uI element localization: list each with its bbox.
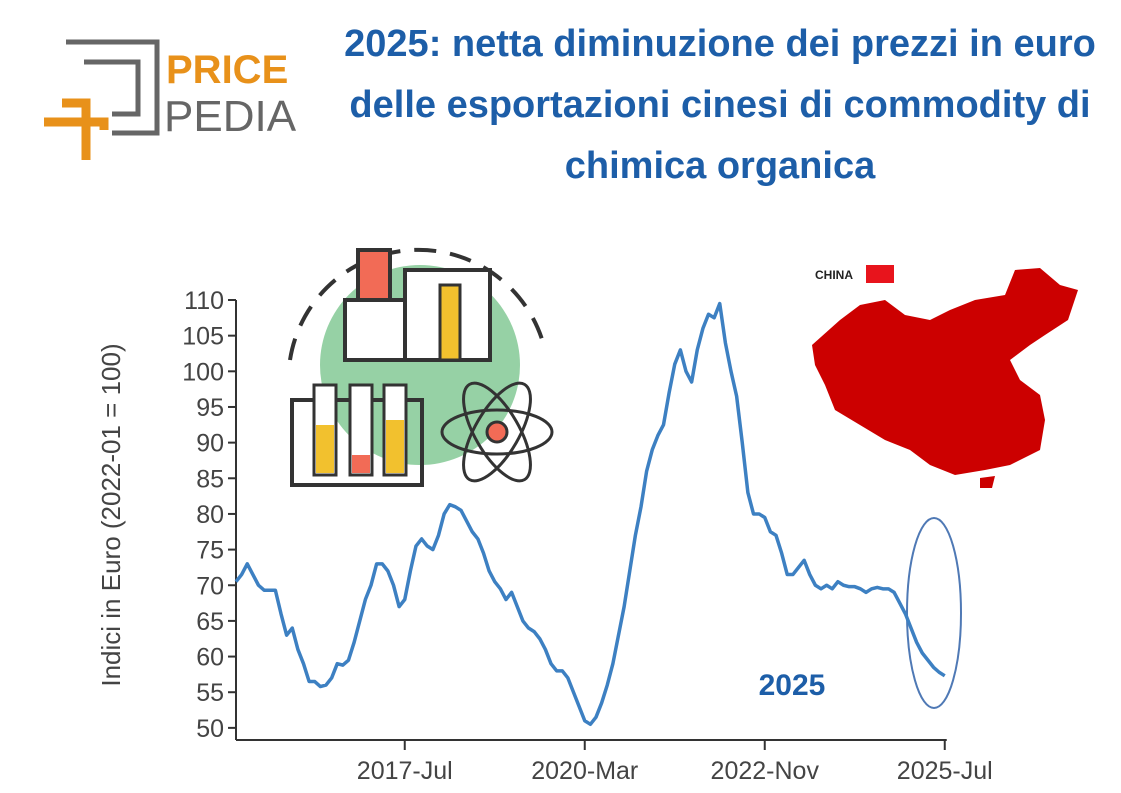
x-tick-label: 2022-Nov bbox=[711, 757, 820, 785]
logo-text: PRICE bbox=[166, 48, 288, 92]
x-tick-label: 2017-Jul bbox=[357, 757, 453, 785]
map-label: CHINA bbox=[815, 268, 853, 282]
x-tick-label: 2020-Mar bbox=[531, 757, 638, 785]
highlight-ellipse bbox=[906, 517, 962, 709]
y-tick-label: 60 bbox=[196, 644, 224, 672]
y-tick-label: 80 bbox=[196, 501, 224, 529]
logo-text: PEDIA bbox=[164, 92, 297, 141]
y-tick-label: 55 bbox=[196, 679, 224, 707]
line bbox=[234, 301, 946, 727]
y-tick-label: 90 bbox=[196, 430, 224, 458]
illustration bbox=[288, 247, 554, 487]
y-tick-label: 105 bbox=[182, 323, 224, 351]
map: CHINA bbox=[812, 265, 1078, 488]
logo: PRICE PEDIA bbox=[44, 39, 297, 160]
y-tick-label: 95 bbox=[196, 394, 224, 422]
y-tick-label: 100 bbox=[182, 358, 224, 386]
annotation: 2025 bbox=[759, 669, 826, 702]
y-tick-label: 65 bbox=[196, 608, 224, 636]
chart-title: 2025: netta diminuzione dei prezzi in eu… bbox=[344, 23, 1096, 187]
y-tick-label: 110 bbox=[184, 287, 224, 315]
y-axis-label: Indici in Euro (2022-01 = 100) bbox=[96, 343, 126, 686]
x-tick-label: 2025-Jul bbox=[897, 757, 993, 785]
y-tick-label: 85 bbox=[196, 465, 224, 493]
flag bbox=[866, 265, 894, 283]
y-tick-label: 50 bbox=[196, 715, 224, 743]
y-tick-label: 70 bbox=[196, 572, 224, 600]
y-tick-label: 75 bbox=[196, 537, 224, 565]
